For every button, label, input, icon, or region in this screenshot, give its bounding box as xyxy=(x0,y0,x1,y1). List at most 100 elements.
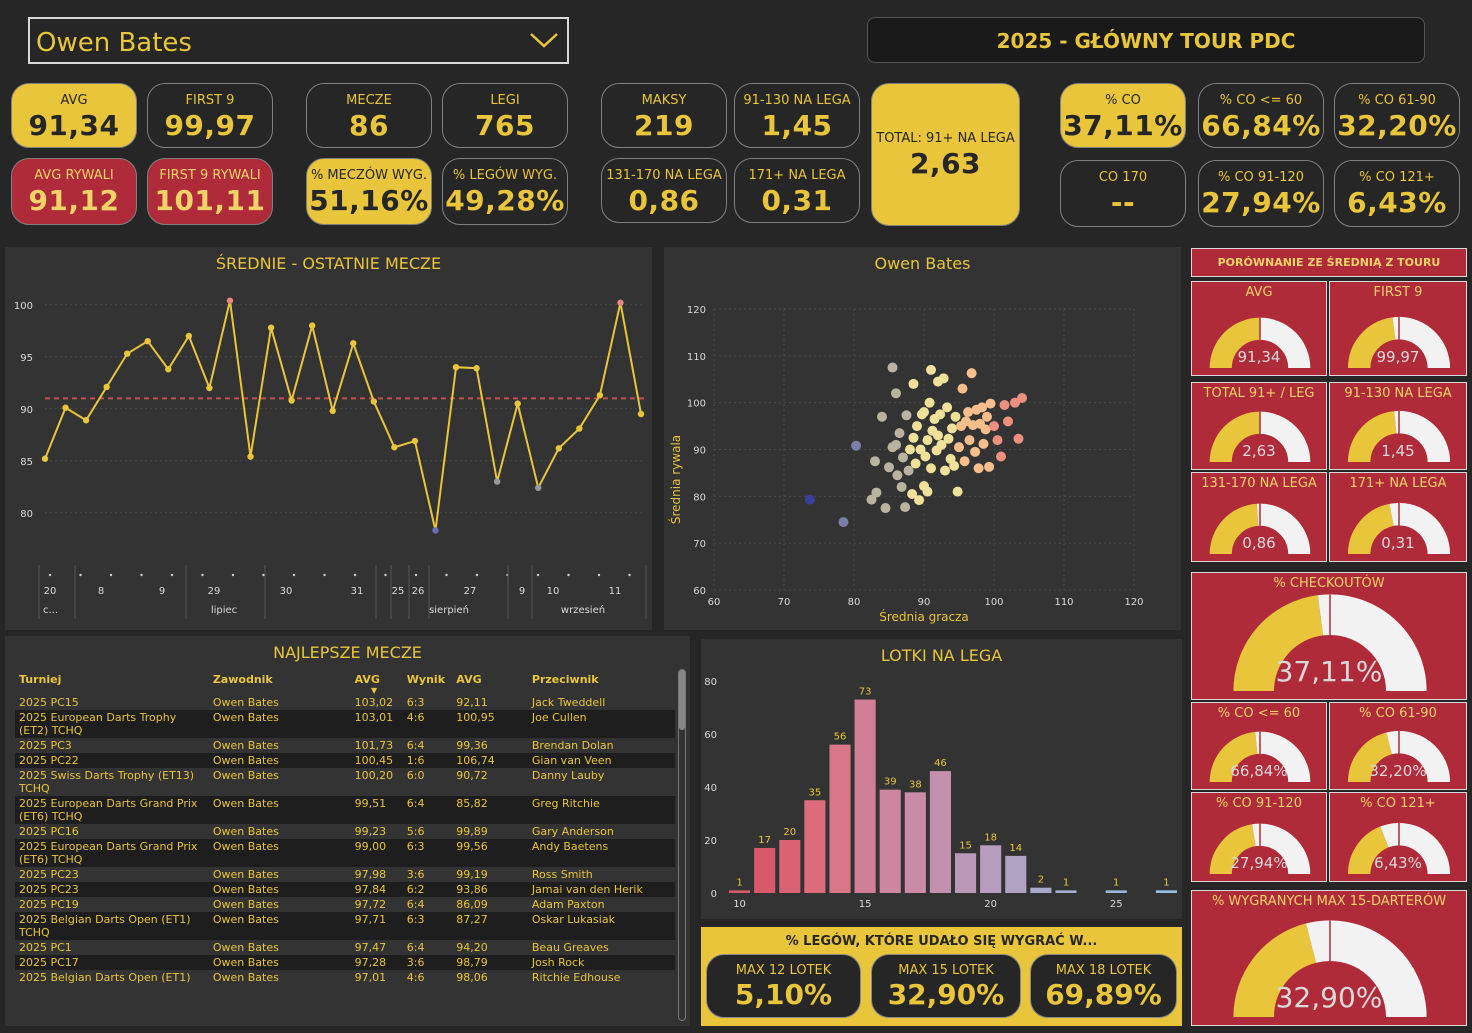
scatter-point[interactable] xyxy=(940,465,950,476)
data-point[interactable] xyxy=(370,398,378,405)
scatter-point[interactable] xyxy=(877,411,887,422)
scatter-point[interactable] xyxy=(950,411,961,422)
table-row[interactable]: 2025 PC19 Owen Bates 97,72 6:4 86,09 Adam Pax… xyxy=(15,897,675,912)
table-header[interactable]: AVG xyxy=(456,673,482,686)
scatter-point[interactable] xyxy=(914,495,925,506)
scatter-point[interactable] xyxy=(924,397,935,408)
data-point[interactable] xyxy=(103,383,110,391)
scatter-point[interactable] xyxy=(985,398,996,409)
scatter-point[interactable] xyxy=(943,433,954,444)
bar[interactable] xyxy=(904,792,926,893)
scatter-point[interactable] xyxy=(804,494,815,505)
bar[interactable] xyxy=(1005,855,1027,893)
data-point[interactable] xyxy=(329,407,336,415)
table-row[interactable]: 2025 PC15 Owen Bates 103,02 6:3 92,11 Jack Tw… xyxy=(15,695,675,710)
table-header[interactable]: AVG xyxy=(354,673,380,686)
data-point[interactable] xyxy=(267,324,275,331)
bar[interactable] xyxy=(729,890,751,893)
scatter-point[interactable] xyxy=(1010,397,1020,408)
bar[interactable] xyxy=(1055,890,1077,893)
data-point[interactable] xyxy=(82,417,90,424)
scatter-point[interactable] xyxy=(901,410,912,421)
data-point[interactable] xyxy=(185,332,193,340)
bar[interactable] xyxy=(929,771,951,893)
scatter-point[interactable] xyxy=(949,460,960,471)
scatter-point[interactable] xyxy=(838,517,849,528)
scatter-point[interactable] xyxy=(880,503,891,514)
scatter-point[interactable] xyxy=(926,463,936,474)
scatter-point[interactable] xyxy=(894,428,905,439)
bar[interactable] xyxy=(754,847,776,893)
table-header[interactable]: Wynik xyxy=(406,673,446,686)
scatter-point[interactable] xyxy=(966,368,977,379)
data-point[interactable] xyxy=(432,527,439,534)
scatter-point[interactable] xyxy=(933,376,943,387)
table-row[interactable]: 2025 PC16 Owen Bates 99,23 5:6 99,89 Gary And… xyxy=(15,824,675,839)
scatter-point[interactable] xyxy=(936,439,947,450)
bar[interactable] xyxy=(1155,890,1177,893)
table-row[interactable]: 2025 PC22 Owen Bates 100,45 1:6 106,74 Gian v… xyxy=(15,753,675,768)
data-point[interactable] xyxy=(596,392,604,399)
scatter-point[interactable] xyxy=(942,402,953,413)
scatter-point[interactable] xyxy=(947,423,957,434)
scatter-point[interactable] xyxy=(933,430,943,441)
scatter-point[interactable] xyxy=(905,444,915,455)
scatter-point[interactable] xyxy=(891,439,901,450)
scatter-point[interactable] xyxy=(912,421,922,432)
bar[interactable] xyxy=(980,845,1002,893)
scatter-point[interactable] xyxy=(1013,433,1024,444)
table-row[interactable]: 2025 Belgian Darts Open (ET1) Owen Bates 9… xyxy=(15,970,675,985)
table-row[interactable]: 2025 European Darts Trophy (ET2) TCHQ Owe… xyxy=(15,710,675,738)
bar[interactable] xyxy=(1030,887,1052,893)
scatter-point[interactable] xyxy=(999,400,1010,411)
sort-desc-icon[interactable]: ▼ xyxy=(371,686,378,695)
scatter-point[interactable] xyxy=(922,435,933,446)
player-slicer[interactable]: Owen Bates xyxy=(28,17,569,64)
scatter-point[interactable] xyxy=(989,421,999,432)
scatter-point[interactable] xyxy=(996,451,1006,462)
scatter-point[interactable] xyxy=(900,502,911,513)
table-row[interactable]: 2025 PC23 Owen Bates 97,84 6:2 93,86 Jamai va… xyxy=(15,882,675,897)
scatter-point[interactable] xyxy=(870,456,880,467)
scatter-point[interactable] xyxy=(978,438,989,449)
table-row[interactable]: 2025 PC3 Owen Bates 101,73 6:4 99,36 Brendan … xyxy=(15,738,675,753)
scatter-point[interactable] xyxy=(891,388,901,399)
table-row[interactable]: 2025 PC23 Owen Bates 97,98 3:6 99,19 Ross Smi… xyxy=(15,867,675,882)
scatter-point[interactable] xyxy=(851,440,862,451)
scatter-point[interactable] xyxy=(908,378,919,389)
scatter-point[interactable] xyxy=(919,407,929,418)
scatter-point[interactable] xyxy=(1003,416,1013,427)
table-header[interactable]: Zawodnik xyxy=(212,673,273,686)
data-point[interactable] xyxy=(473,365,480,372)
table-header[interactable]: Przeciwnik xyxy=(531,673,599,686)
data-point[interactable] xyxy=(576,425,583,432)
chevron-down-icon[interactable] xyxy=(529,31,559,49)
bar[interactable] xyxy=(829,744,851,893)
data-point[interactable] xyxy=(247,453,254,460)
scatter-point[interactable] xyxy=(980,424,991,435)
data-point[interactable] xyxy=(165,366,172,373)
scatter-point[interactable] xyxy=(959,456,970,467)
bar[interactable] xyxy=(879,789,901,893)
scatter-point[interactable] xyxy=(952,486,963,497)
scatter-point[interactable] xyxy=(1017,392,1027,403)
table-row[interactable]: 2025 Swiss Darts Trophy (ET13) TCHQ Owen … xyxy=(15,768,675,796)
data-point[interactable] xyxy=(206,384,213,392)
scatter-point[interactable] xyxy=(908,432,919,443)
table-header[interactable]: Turniej xyxy=(19,673,62,686)
data-point[interactable] xyxy=(41,455,49,462)
data-point[interactable] xyxy=(452,364,460,371)
scatter-point[interactable] xyxy=(907,488,918,499)
scatter-point[interactable] xyxy=(915,444,926,455)
data-point[interactable] xyxy=(308,322,316,329)
scatter-point[interactable] xyxy=(910,458,921,469)
scatter-point[interactable] xyxy=(964,435,975,446)
scatter-point[interactable] xyxy=(898,452,908,463)
table-scrollbar[interactable] xyxy=(678,669,686,1021)
data-point[interactable] xyxy=(637,410,645,418)
data-point[interactable] xyxy=(535,484,542,492)
data-point[interactable] xyxy=(617,299,624,306)
table-row[interactable]: 2025 PC17 Owen Bates 97,28 3:6 98,79 Josh Roc… xyxy=(15,955,675,970)
scatter-point[interactable] xyxy=(973,463,984,474)
data-point[interactable] xyxy=(555,445,562,452)
